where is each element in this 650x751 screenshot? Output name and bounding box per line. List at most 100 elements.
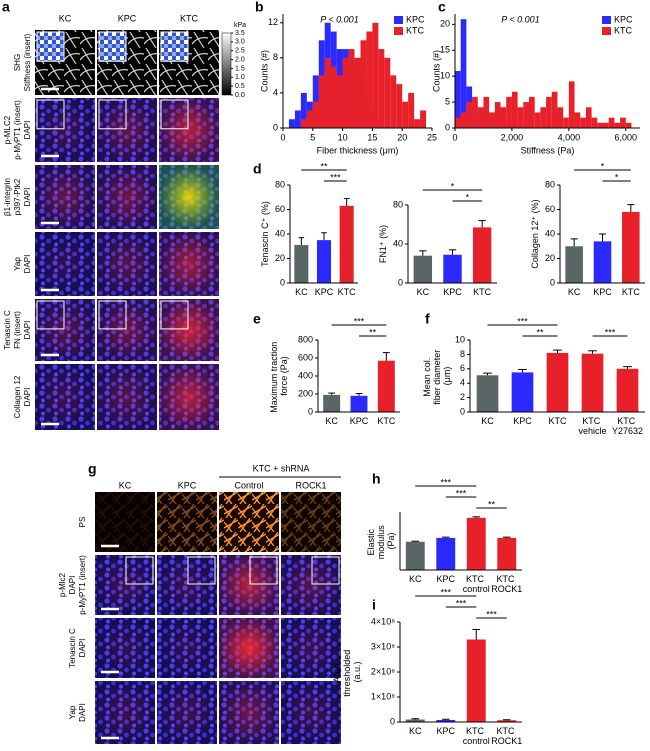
bar <box>466 639 486 722</box>
x-tick-label: 10 <box>338 132 348 142</box>
row-label: Stiffness (insert) <box>23 33 32 91</box>
panel-letter: e <box>253 311 261 327</box>
x-tick-label: KTC control <box>463 726 490 746</box>
row-label: DAPI <box>23 121 32 140</box>
histogram-bar <box>348 49 355 129</box>
legend-label: KTC <box>614 25 633 35</box>
column-header: KC <box>119 480 132 490</box>
bar <box>436 537 456 570</box>
histogram-bar <box>390 75 397 128</box>
histogram-bar <box>614 122 621 128</box>
histogram-bar <box>300 92 307 128</box>
text-line: Maximum traction <box>269 339 279 413</box>
column-header: KPC <box>178 480 197 490</box>
colorbar-tick-label: 1.5 <box>235 65 245 72</box>
inset <box>311 556 340 585</box>
histogram-bar <box>477 107 484 128</box>
x-tick-label: KTC control <box>463 574 490 594</box>
inset <box>187 556 216 585</box>
x-tick-label: 25 <box>427 132 437 142</box>
significance-label: *** <box>517 316 528 326</box>
x-tick-label: 5 <box>310 132 315 142</box>
row-label-text: DAPI <box>23 321 32 340</box>
signal-overlay <box>219 555 279 615</box>
row-label-text: Yap <box>68 705 77 719</box>
signal-overlay <box>35 232 95 296</box>
significance-label: *** <box>456 488 467 498</box>
x-axis-label: Stiffness (Pa) <box>521 145 575 155</box>
text-line: Elastic <box>366 526 376 555</box>
x-tick-label: KC <box>481 416 494 426</box>
y-tick-label: 0 <box>445 122 450 132</box>
signal-overlay <box>35 165 95 229</box>
text-line: force (Pa) <box>279 356 289 396</box>
histogram-bar <box>414 119 421 128</box>
bar <box>511 372 534 412</box>
text-line: KTC <box>617 416 638 426</box>
inset <box>98 99 127 130</box>
signal-overlay <box>219 681 279 744</box>
histogram-bar <box>466 102 473 128</box>
row-label: p-MyPT1 (insert) <box>78 555 87 615</box>
y-tick-label: 4×10⁸ <box>371 616 395 626</box>
text-line: KTC <box>473 287 492 297</box>
x-tick-label: KC <box>325 416 338 426</box>
text-line: ROCK1 <box>491 584 522 594</box>
significance-label: ** <box>369 327 377 337</box>
x-tick-label: KC <box>409 574 422 584</box>
inset <box>36 300 65 330</box>
row-label-text: DAPI <box>78 703 87 722</box>
y-axis-label: Maximum traction force (Pa) <box>269 339 289 413</box>
row-label: DAPI <box>23 321 32 340</box>
row-label-text: β1-integrin <box>3 178 12 216</box>
panel-letter: d <box>253 161 262 177</box>
y-axis-label-text: Tenascin C⁺ (%) <box>260 201 270 267</box>
row-label: DAPI <box>23 255 32 274</box>
signal-overlay <box>95 681 155 744</box>
text-line: KTC <box>466 574 487 584</box>
histogram-bar <box>568 81 575 128</box>
row-label: DAPI <box>78 703 87 722</box>
y-tick-label: 0 <box>308 406 313 416</box>
text-line: KPC <box>436 574 455 584</box>
inset <box>36 99 65 130</box>
signal-overlay <box>157 492 217 552</box>
inset <box>249 556 278 585</box>
y-axis-label: Counts (#) <box>259 50 269 92</box>
significance-label: ** <box>536 327 544 337</box>
signal-overlay <box>159 165 219 229</box>
signal-overlay <box>97 165 157 229</box>
annotation: P < 0.001 <box>501 14 539 24</box>
legend-label: KTC <box>406 25 425 35</box>
text-line: Y27632 <box>612 426 643 436</box>
x-tick-label: KTC ROCK1 <box>491 574 522 594</box>
text-line: KC <box>568 287 581 297</box>
x-tick-label: KPC <box>436 574 455 584</box>
colorbar-tick-label: 1.0 <box>235 74 245 81</box>
column-header: KPC <box>118 13 137 23</box>
y-tick-label: 80 <box>275 179 285 189</box>
row-label: DAPI <box>78 639 87 658</box>
y-tick-label: 80 <box>393 199 403 209</box>
row-label-text: p397-Ptk2 <box>13 178 22 215</box>
panel-letter: h <box>372 471 381 487</box>
histogram-bar <box>360 40 367 128</box>
signal-overlay <box>97 364 157 430</box>
text-line: control <box>463 736 490 746</box>
signal-overlay <box>219 618 279 678</box>
inset <box>125 556 154 585</box>
text-line: KPC <box>436 726 455 736</box>
x-tick-label: KTC <box>473 287 492 297</box>
signal-overlay <box>159 98 219 162</box>
text-line: KTC <box>466 726 487 736</box>
histogram-bar <box>366 31 373 129</box>
signal-overlay <box>281 681 341 744</box>
row-label: p-MLC2 <box>3 115 12 144</box>
text-line: KTC <box>622 287 641 297</box>
text-line: Tenascin C⁺ (%) <box>260 201 270 267</box>
histogram-bar <box>312 101 319 128</box>
text-line: modulus <box>376 523 386 560</box>
bar <box>581 353 604 412</box>
panel-letter: i <box>372 597 376 613</box>
x-tick-label: KPC <box>315 287 334 297</box>
